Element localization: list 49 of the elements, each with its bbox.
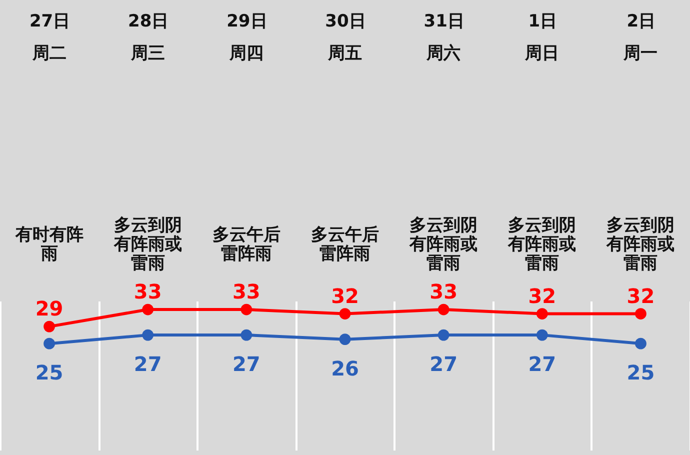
data-label: 27 [232, 352, 260, 376]
point [142, 304, 154, 316]
data-label: 33 [134, 280, 162, 304]
data-label: 25 [626, 360, 655, 385]
data-label: 29 [35, 296, 64, 321]
x-tick-label: 29日 [226, 12, 268, 32]
text: 周四 [228, 44, 264, 64]
x-tick-label: 31日 [424, 12, 464, 32]
text: 多云午后雷阵雨 [212, 225, 280, 264]
text: 周一 [622, 44, 658, 64]
data-label: 26 [331, 356, 359, 380]
data-label: 27 [528, 352, 556, 376]
text: 有时有阵雨 [14, 225, 84, 264]
point [635, 308, 646, 320]
point [438, 304, 450, 316]
point [240, 304, 252, 316]
x-tick-label: 1日 [528, 12, 558, 32]
point [339, 334, 351, 346]
data-label: 27 [134, 352, 162, 376]
text: 多云到阴有阵雨或雷雨 [112, 216, 182, 274]
point [536, 329, 548, 341]
point [339, 308, 351, 320]
data-label: 27 [430, 352, 458, 376]
x-tick-label: 2日 [626, 12, 656, 32]
text: 周三 [130, 44, 165, 64]
point [536, 308, 548, 320]
point [44, 338, 55, 350]
point [240, 329, 252, 341]
x-tick-label: 27日 [29, 12, 70, 32]
text: 多云到阴有阵雨或雷雨 [408, 216, 478, 274]
point [142, 329, 154, 341]
text: 多云到阴有阵雨或雷雨 [507, 216, 576, 274]
text: 周六 [426, 44, 461, 64]
point [44, 320, 55, 332]
point [635, 338, 646, 350]
point [438, 329, 450, 341]
data-label: 25 [35, 360, 64, 385]
text: 多云到阴有阵雨或雷雨 [606, 216, 675, 274]
data-label: 32 [331, 284, 359, 308]
x-tick-label: 30日 [325, 12, 366, 32]
data-label: 33 [232, 280, 260, 304]
data-label: 33 [430, 280, 458, 304]
text: 多云午后雷阵雨 [311, 225, 379, 264]
text: 周日 [524, 44, 560, 64]
x-tick-label: 28日 [128, 12, 169, 32]
text: 周五 [327, 44, 362, 64]
data-label: 32 [626, 284, 655, 308]
data-label: 32 [528, 284, 556, 308]
text: 周二 [31, 44, 66, 64]
